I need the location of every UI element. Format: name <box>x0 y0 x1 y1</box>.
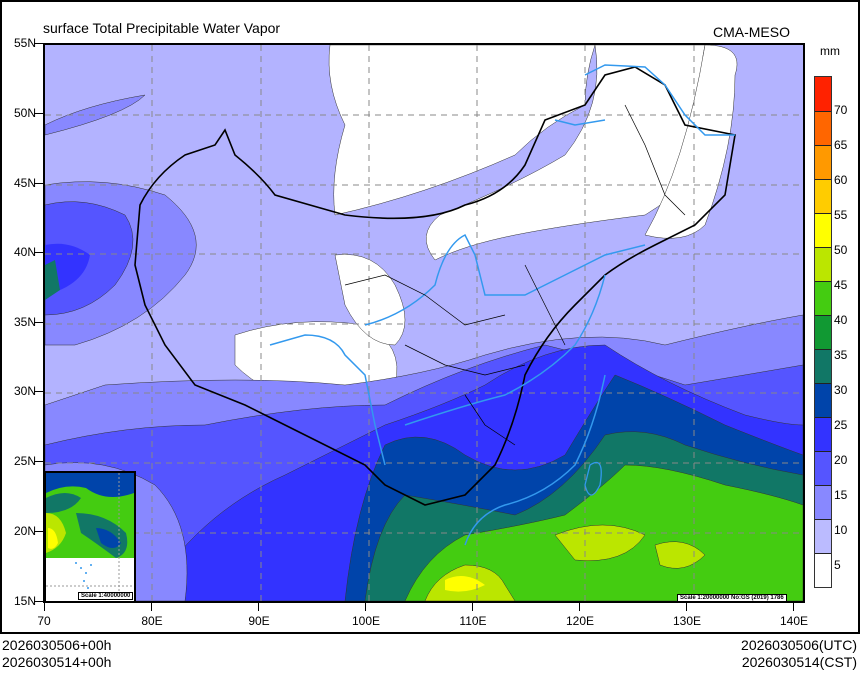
lat-tick <box>34 252 43 253</box>
south-china-sea-inset: Scale 1:40000000 <box>44 471 136 603</box>
colorbar-segment <box>815 77 831 111</box>
utc-time: 2026030506(UTC) <box>741 637 857 653</box>
colorbar-label: 35 <box>834 348 848 362</box>
lat-label-35n: 35N <box>13 315 36 329</box>
lon-label-100e: 100E <box>351 614 381 628</box>
lon-label-140e: 140E <box>779 614 809 628</box>
lat-tick <box>34 43 43 44</box>
colorbar-segment <box>815 485 831 519</box>
colorbar-segment <box>815 553 831 587</box>
cst-time: 2026030514(CST) <box>741 654 857 670</box>
colorbar-label: 60 <box>834 173 848 187</box>
lat-tick <box>34 113 43 114</box>
lat-label-25n: 25N <box>13 454 36 468</box>
lat-label-50n: 50N <box>13 106 36 120</box>
lon-tick <box>472 603 473 611</box>
footer-right: 2026030506(UTC) 2026030514(CST) <box>741 637 857 671</box>
colorbar-label: 70 <box>834 103 848 117</box>
map-plot[interactable]: Scale 1:20000000 No:GS (2019) 1786 <box>43 43 805 603</box>
colorbar-label: 25 <box>834 418 848 432</box>
colorbar-label: 5 <box>834 558 841 572</box>
colorbar-label: 20 <box>834 453 848 467</box>
colorbar-segment <box>815 349 831 383</box>
colorbar-segment <box>815 111 831 145</box>
colorbar-segment <box>815 179 831 213</box>
colorbar-label: 55 <box>834 208 848 222</box>
colorbar-label: 30 <box>834 383 848 397</box>
lat-label-30n: 30N <box>13 384 36 398</box>
lat-label-55n: 55N <box>13 36 36 50</box>
colorbar-label: 65 <box>834 138 848 152</box>
colorbar-unit: mm <box>820 44 840 58</box>
colorbar <box>814 76 832 588</box>
footer-left: 2026030506+00h 2026030514+00h <box>2 637 111 671</box>
lat-label-15n: 15N <box>13 594 36 608</box>
colorbar-label: 50 <box>834 243 848 257</box>
inset-map <box>46 473 134 601</box>
colorbar-segment <box>815 145 831 179</box>
lon-label-70: 70 <box>37 614 51 628</box>
colorbar-label: 40 <box>834 313 848 327</box>
lon-label-120e: 120E <box>565 614 595 628</box>
lon-label-110e: 110E <box>459 614 487 628</box>
lat-tick <box>34 322 43 323</box>
colorbar-segment <box>815 315 831 349</box>
lon-label-80e: 80E <box>141 614 163 628</box>
colorbar-segment <box>815 281 831 315</box>
colorbar-segment <box>815 451 831 485</box>
lat-label-40n: 40N <box>13 245 36 259</box>
colorbar-segment <box>815 519 831 553</box>
colorbar-segment <box>815 417 831 451</box>
lat-label-45n: 45N <box>13 176 36 190</box>
tpw-field <box>45 45 803 601</box>
lon-tick <box>793 603 794 611</box>
valid-time: 2026030514+00h <box>2 654 112 670</box>
lon-tick <box>151 603 152 611</box>
model-name: CMA-MESO <box>713 24 790 40</box>
colorbar-label: 10 <box>834 523 848 537</box>
colorbar-label: 15 <box>834 488 848 502</box>
lon-tick <box>686 603 687 611</box>
lat-tick <box>34 461 43 462</box>
scale-label-main: Scale 1:20000000 No:GS (2019) 1786 <box>677 594 787 601</box>
lat-tick <box>34 183 43 184</box>
lat-label-20n: 20N <box>13 524 36 538</box>
lon-tick <box>258 603 259 611</box>
lon-label-130e: 130E <box>672 614 702 628</box>
lat-tick <box>34 601 43 602</box>
scale-label-inset: Scale 1:40000000 <box>78 592 134 600</box>
colorbar-segment <box>815 213 831 247</box>
lon-label-90e: 90E <box>248 614 270 628</box>
init-time: 2026030506+00h <box>2 637 112 653</box>
chart-title: surface Total Precipitable Water Vapor <box>43 20 281 36</box>
lon-tick <box>365 603 366 611</box>
lat-tick <box>34 391 43 392</box>
colorbar-segment <box>815 247 831 281</box>
colorbar-segment <box>815 383 831 417</box>
lon-tick <box>44 603 45 611</box>
colorbar-label: 45 <box>834 278 848 292</box>
lat-tick <box>34 531 43 532</box>
lon-tick <box>579 603 580 611</box>
